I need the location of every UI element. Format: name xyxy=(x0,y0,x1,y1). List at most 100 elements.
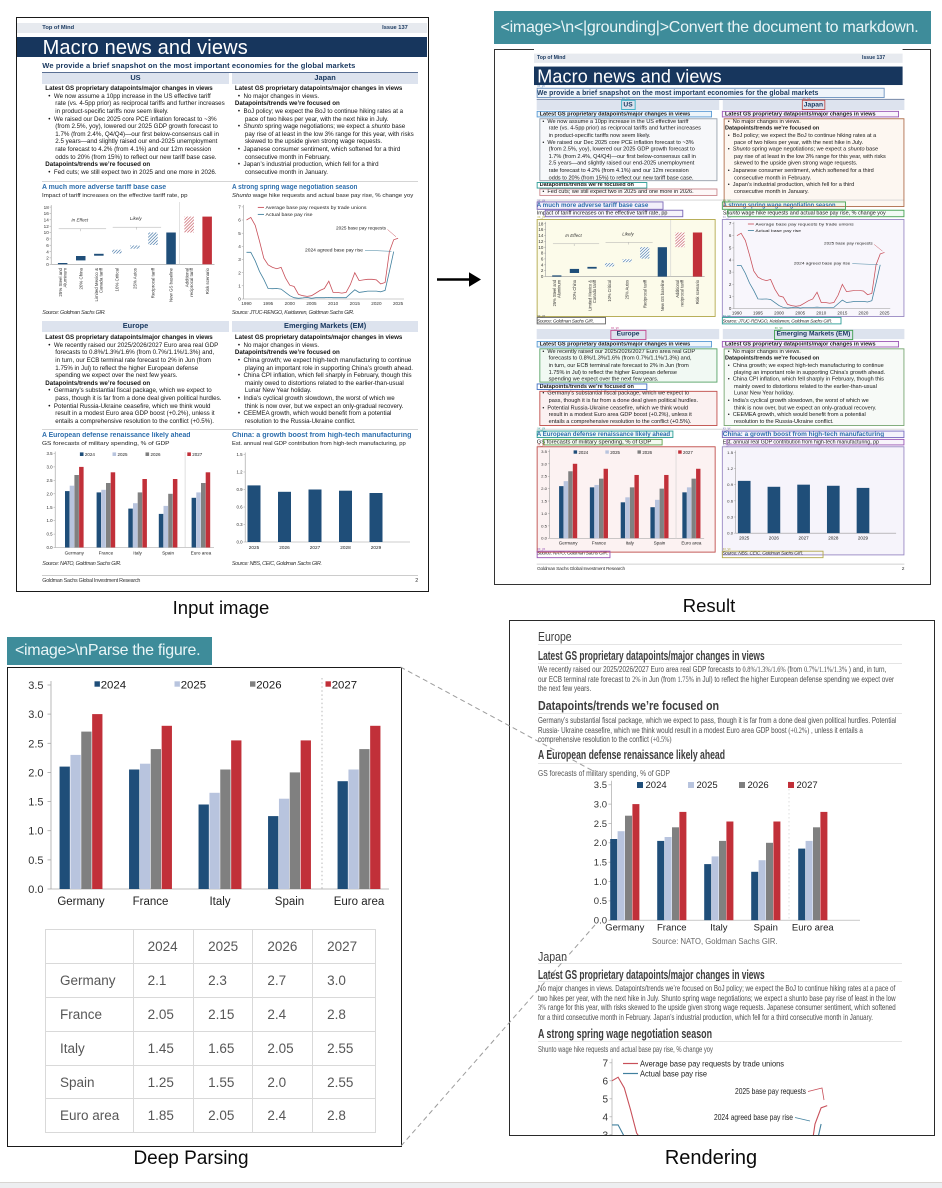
svg-text:2: 2 xyxy=(541,268,544,273)
svg-text:1.5: 1.5 xyxy=(541,498,548,503)
svg-text:2029: 2029 xyxy=(857,535,868,540)
svg-text:1990: 1990 xyxy=(731,310,742,315)
svg-text:3.0: 3.0 xyxy=(541,461,548,466)
svg-text:3: 3 xyxy=(602,1130,608,1135)
svg-text:5: 5 xyxy=(602,1094,608,1105)
svg-text:In Effect: In Effect xyxy=(565,233,582,238)
svg-text:2005: 2005 xyxy=(795,310,806,315)
svg-text:Actual base pay rise: Actual base pay rise xyxy=(640,1069,707,1079)
svg-text:Italy: Italy xyxy=(209,896,230,908)
svg-text:6: 6 xyxy=(47,243,50,248)
svg-text:25% Autos: 25% Autos xyxy=(133,267,138,289)
svg-text:Spain: Spain xyxy=(654,540,666,545)
svg-text:7: 7 xyxy=(602,1058,608,1069)
svg-text:16: 16 xyxy=(44,211,50,216)
svg-text:2024 agreed base pay rise: 2024 agreed base pay rise xyxy=(305,247,364,252)
svg-text:Spain: Spain xyxy=(275,896,304,908)
svg-text:2025: 2025 xyxy=(118,452,129,457)
svg-text:Average base pay requests by t: Average base pay requests by trade union… xyxy=(755,222,853,227)
svg-text:2.5: 2.5 xyxy=(47,478,54,483)
svg-text:Actual base pay rise: Actual base pay rise xyxy=(755,228,802,233)
svg-text:2029: 2029 xyxy=(371,545,382,550)
svg-text:Italy: Italy xyxy=(710,923,728,934)
svg-text:1.0: 1.0 xyxy=(47,518,54,523)
svg-text:2015: 2015 xyxy=(837,310,848,315)
svg-text:4: 4 xyxy=(47,249,50,254)
svg-text:2024: 2024 xyxy=(579,449,589,454)
svg-text:1: 1 xyxy=(238,284,241,289)
svg-text:New GS baseline: New GS baseline xyxy=(660,279,665,311)
svg-text:2024 agreed base pay rise: 2024 agreed base pay rise xyxy=(714,1112,793,1122)
svg-text:0.6: 0.6 xyxy=(727,498,734,503)
svg-text:2025: 2025 xyxy=(610,449,620,454)
svg-text:2024: 2024 xyxy=(101,679,126,691)
svg-text:2.5: 2.5 xyxy=(541,473,548,478)
svg-text:3.0: 3.0 xyxy=(593,800,606,811)
svg-text:France: France xyxy=(133,896,169,908)
svg-text:5: 5 xyxy=(238,231,241,236)
svg-text:2027: 2027 xyxy=(796,780,817,791)
svg-text:2.0: 2.0 xyxy=(541,486,548,491)
svg-text:2024: 2024 xyxy=(85,452,96,457)
svg-text:20% China: 20% China xyxy=(79,267,84,289)
svg-text:2027: 2027 xyxy=(332,679,357,691)
svg-text:2020: 2020 xyxy=(371,301,382,306)
svg-text:14: 14 xyxy=(538,233,544,238)
svg-text:25% Autos: 25% Autos xyxy=(625,280,630,299)
svg-text:0: 0 xyxy=(47,262,50,267)
svg-text:4: 4 xyxy=(541,263,544,268)
svg-text:1995: 1995 xyxy=(263,301,274,306)
svg-text:Italy: Italy xyxy=(134,550,143,555)
svg-text:5: 5 xyxy=(728,246,731,251)
svg-text:1.5: 1.5 xyxy=(47,504,54,509)
svg-text:Risk scenario: Risk scenario xyxy=(695,279,700,304)
svg-text:3.0: 3.0 xyxy=(47,464,54,469)
svg-text:2025 base pay requests: 2025 base pay requests xyxy=(336,226,386,231)
svg-text:0.0: 0.0 xyxy=(47,545,54,550)
svg-text:In Effect: In Effect xyxy=(72,218,90,223)
svg-text:18: 18 xyxy=(538,221,544,226)
svg-text:2025: 2025 xyxy=(393,301,404,306)
svg-text:2025: 2025 xyxy=(696,780,717,791)
svg-text:2025: 2025 xyxy=(249,545,260,550)
svg-text:Spain: Spain xyxy=(162,550,174,555)
svg-text:2025 base pay requests: 2025 base pay requests xyxy=(735,1086,806,1096)
svg-text:Average base pay requests by t: Average base pay requests by trade union… xyxy=(265,205,366,210)
svg-text:New GS baseline: New GS baseline xyxy=(169,267,174,301)
svg-text:0.0: 0.0 xyxy=(541,535,548,540)
svg-text:2026: 2026 xyxy=(768,535,779,540)
svg-text:20% China: 20% China xyxy=(572,279,577,299)
svg-text:2.0: 2.0 xyxy=(593,838,606,849)
svg-text:Germany: Germany xyxy=(605,923,644,934)
svg-text:Germany: Germany xyxy=(559,540,579,545)
svg-text:Risk scenario: Risk scenario xyxy=(205,267,210,294)
svg-text:Limited Mexico &Canada tariff: Limited Mexico &Canada tariff xyxy=(587,279,597,311)
svg-text:7: 7 xyxy=(238,205,241,210)
svg-text:Spain: Spain xyxy=(753,923,777,934)
svg-text:2027: 2027 xyxy=(798,535,809,540)
svg-text:3.5: 3.5 xyxy=(28,680,43,692)
svg-text:8: 8 xyxy=(47,237,50,242)
svg-text:2024 agreed base pay rise: 2024 agreed base pay rise xyxy=(793,261,850,266)
svg-text:2028: 2028 xyxy=(340,545,351,550)
svg-text:1.0: 1.0 xyxy=(28,826,43,838)
svg-text:25% Steel andAluminum: 25% Steel andAluminum xyxy=(552,279,562,306)
svg-text:2: 2 xyxy=(47,256,50,261)
svg-text:0.5: 0.5 xyxy=(47,531,54,536)
svg-text:2028: 2028 xyxy=(828,535,839,540)
svg-text:3.5: 3.5 xyxy=(47,451,54,456)
svg-text:2020: 2020 xyxy=(858,310,869,315)
svg-text:0.0: 0.0 xyxy=(236,539,243,544)
svg-text:1: 1 xyxy=(728,294,731,299)
svg-text:0.3: 0.3 xyxy=(727,514,734,519)
svg-text:2015: 2015 xyxy=(350,301,361,306)
svg-text:4: 4 xyxy=(602,1112,608,1123)
svg-text:1990: 1990 xyxy=(241,301,252,306)
svg-text:8: 8 xyxy=(541,251,544,256)
svg-text:Actual base pay rise: Actual base pay rise xyxy=(265,212,313,217)
svg-text:Euro area: Euro area xyxy=(792,923,834,934)
svg-text:2.0: 2.0 xyxy=(47,491,54,496)
svg-text:3.0: 3.0 xyxy=(28,709,43,721)
svg-text:Average base pay requests by t: Average base pay requests by trade union… xyxy=(640,1059,784,1069)
svg-text:Reciprocal tariff: Reciprocal tariff xyxy=(151,267,156,298)
